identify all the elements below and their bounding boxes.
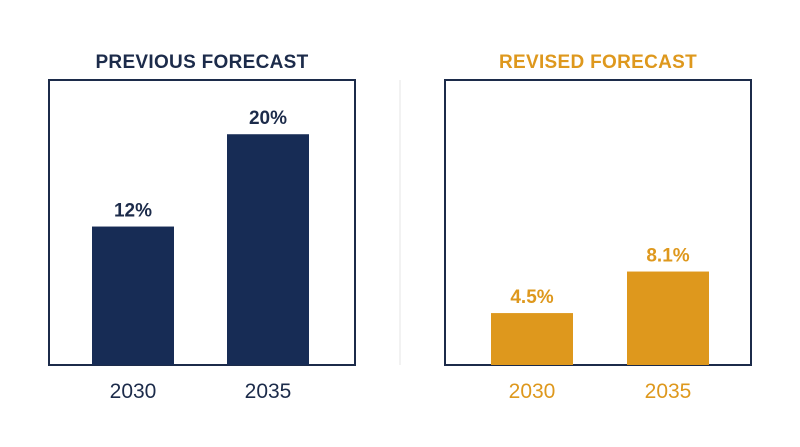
previous-bar-2030	[92, 226, 174, 365]
revised-bar-2035	[627, 271, 709, 365]
previous-data-label-2030: 12%	[114, 201, 152, 222]
revised-bar-2030	[491, 313, 573, 365]
previous-data-label-2035: 20%	[249, 108, 287, 129]
previous-chart-frame	[48, 79, 356, 366]
previous-chart-title: PREVIOUS FORECAST	[95, 52, 308, 73]
revised-chart-frame	[444, 79, 752, 366]
revised-data-label-2035: 8.1%	[646, 246, 689, 267]
revised-tick-label-2030: 2030	[509, 380, 556, 403]
revised-chart-title: REVISED FORECAST	[499, 52, 697, 73]
revised-data-label-2030: 4.5%	[510, 287, 553, 308]
revised-tick-label-2035: 2035	[645, 380, 692, 403]
previous-tick-label-2030: 2030	[110, 380, 157, 403]
previous-tick-label-2035: 2035	[245, 380, 292, 403]
previous-bar-2035	[227, 134, 309, 365]
